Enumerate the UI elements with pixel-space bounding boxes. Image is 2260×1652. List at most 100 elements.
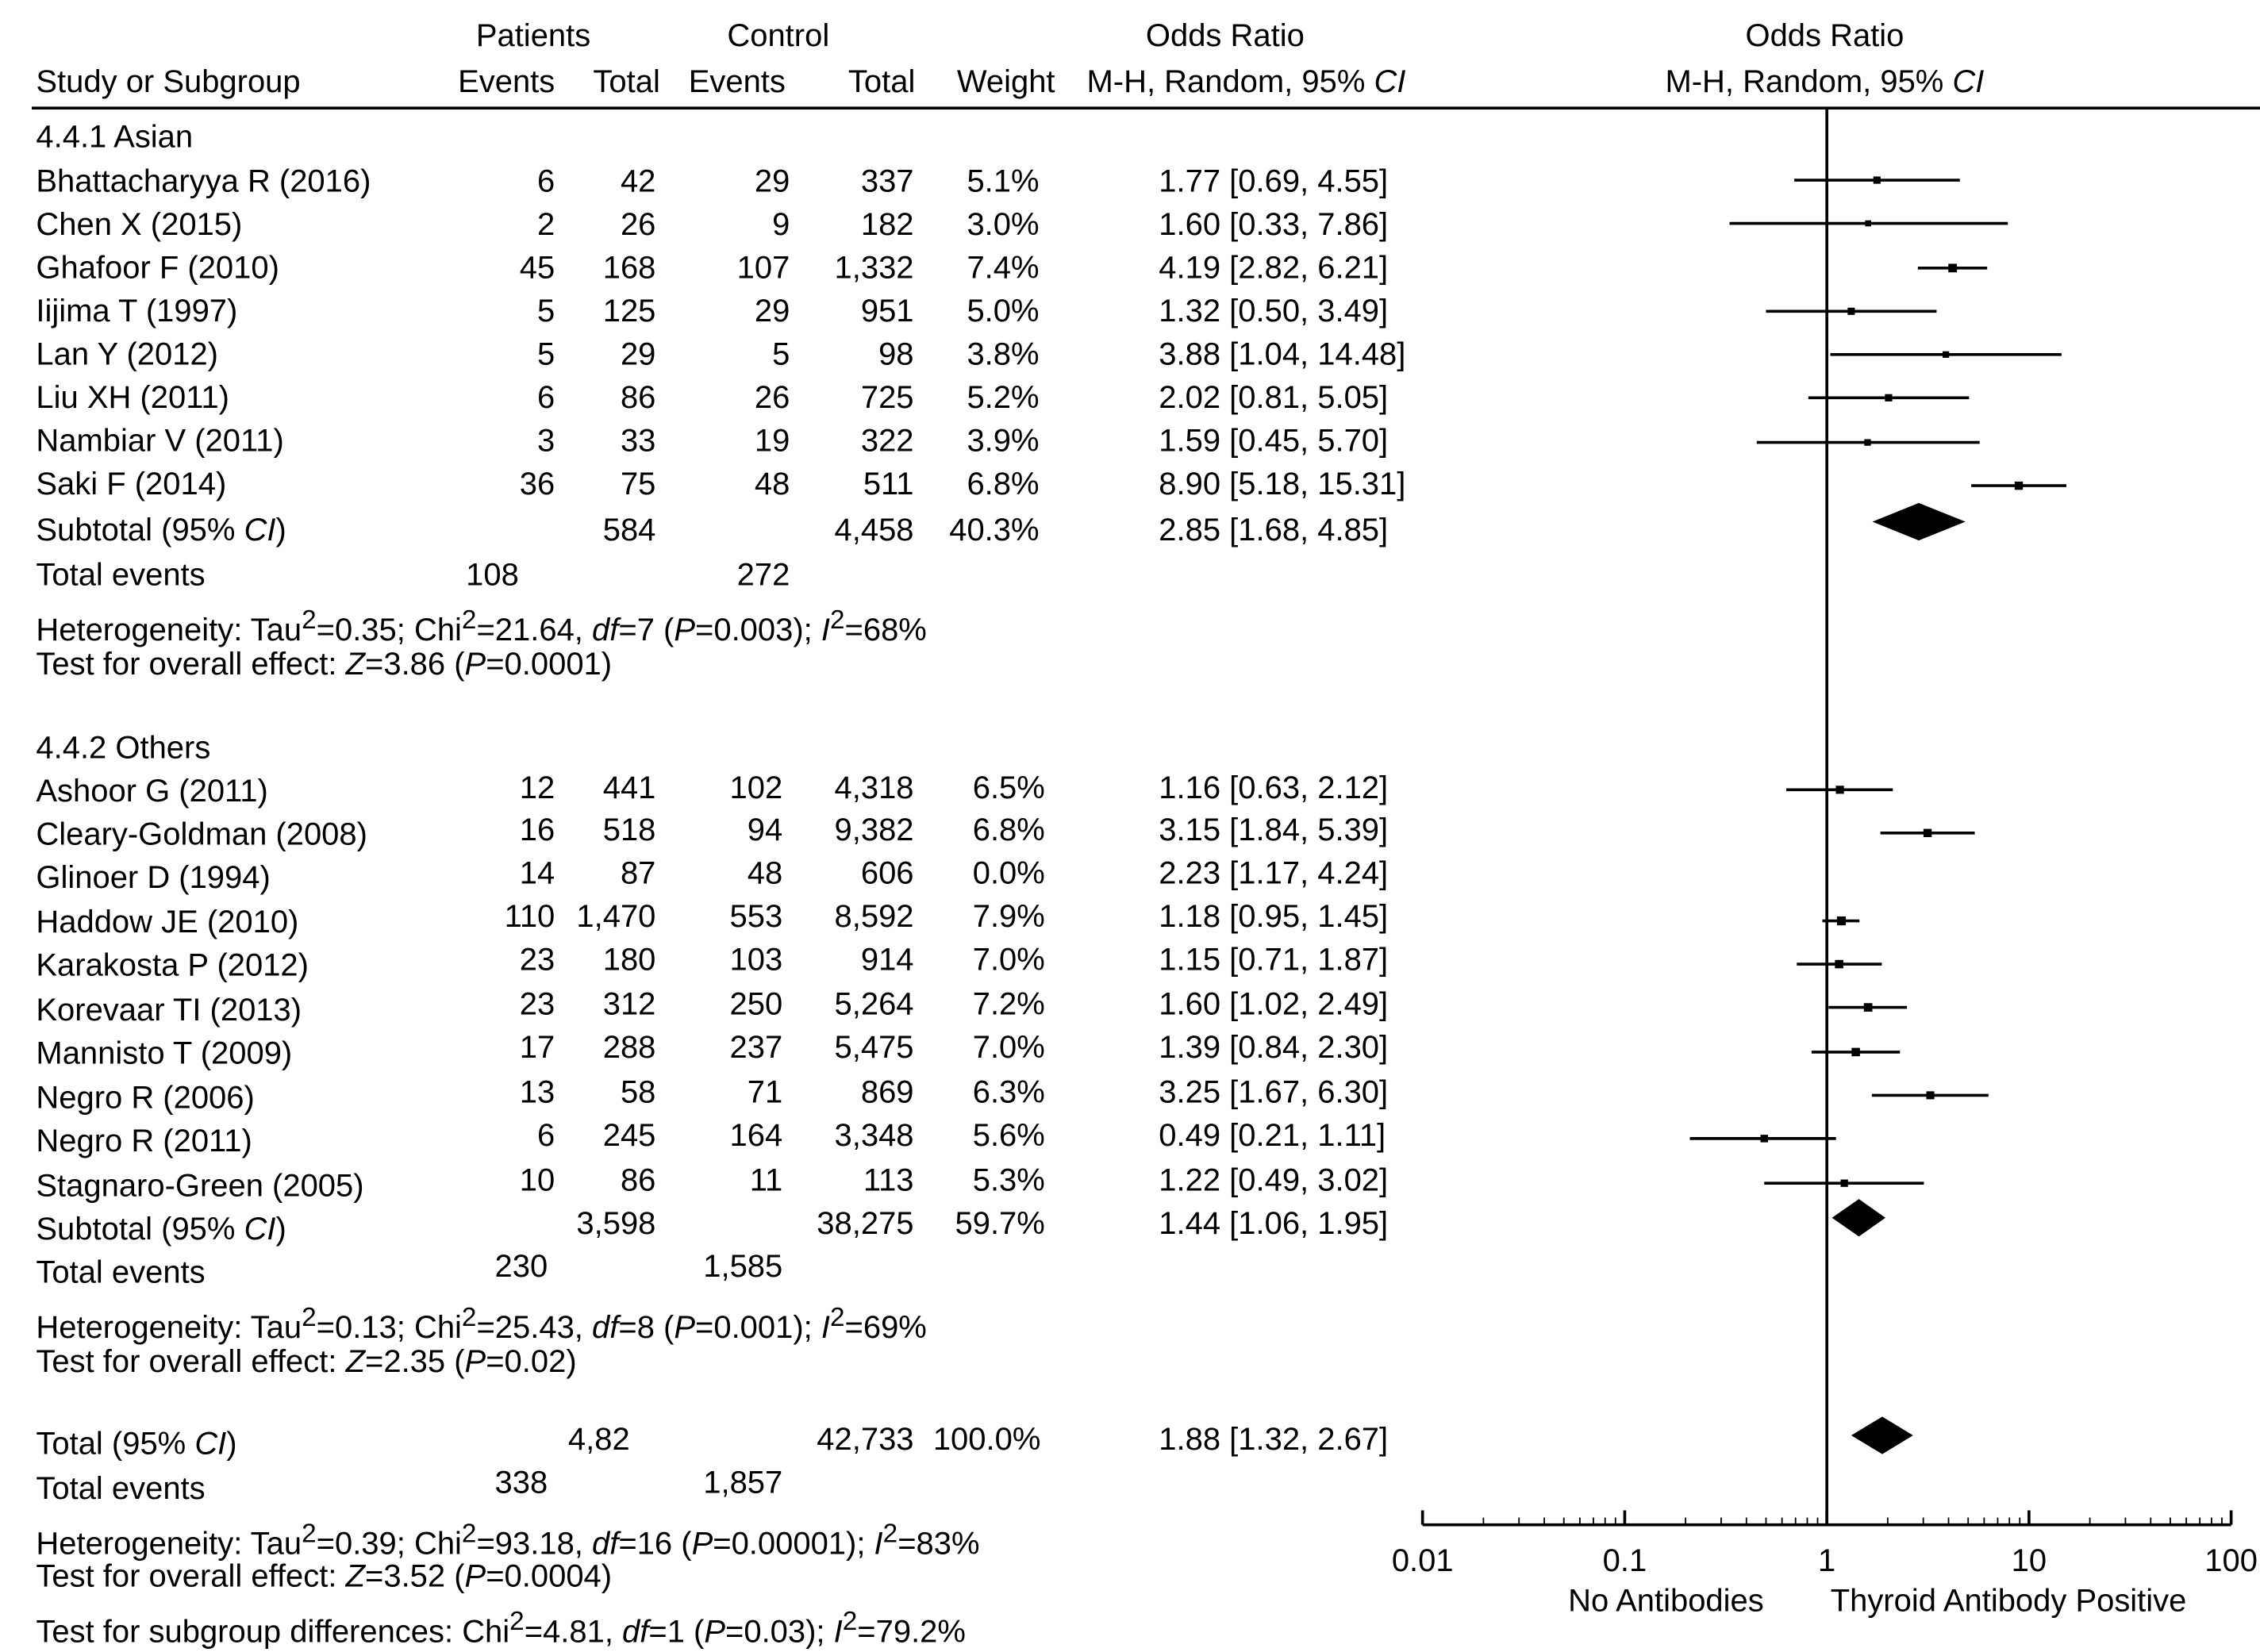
weight: 3.9% bbox=[967, 422, 1040, 459]
overall-events-patients: 338 bbox=[494, 1464, 548, 1500]
patients-events: 6 bbox=[537, 163, 555, 199]
odds-ratio-ci: 1.39 [0.84, 2.30] bbox=[1159, 1028, 1389, 1066]
control-events: 11 bbox=[749, 1161, 783, 1198]
group-label-asian: 4.4.1 Asian bbox=[36, 117, 194, 155]
study-name: Negro R (2006) bbox=[36, 1079, 255, 1116]
control-events: 48 bbox=[747, 855, 783, 891]
patients-events: 12 bbox=[519, 769, 555, 806]
patients-total: 26 bbox=[620, 206, 656, 243]
control-total: 869 bbox=[860, 1074, 914, 1110]
weight: 6.3% bbox=[972, 1074, 1045, 1110]
control-total: 9,382 bbox=[834, 811, 914, 847]
total-events-control: 1,585 bbox=[703, 1247, 783, 1285]
subtotal-weight: 59.7% bbox=[955, 1204, 1045, 1241]
study-point bbox=[1835, 959, 1843, 969]
patients-events: 6 bbox=[537, 1116, 555, 1154]
patients-total: 168 bbox=[602, 249, 656, 286]
control-total: 1,332 bbox=[834, 249, 914, 286]
study-name: Ghafoor F (2010) bbox=[36, 249, 279, 286]
odds-ratio-ci: 0.49 [0.21, 1.11] bbox=[1159, 1116, 1386, 1154]
study-point bbox=[1840, 1179, 1848, 1187]
study-point bbox=[1943, 351, 1950, 358]
study-name: Karakosta P (2012) bbox=[36, 947, 309, 983]
study-point bbox=[1873, 176, 1881, 184]
control-total: 4,318 bbox=[834, 769, 914, 806]
heterogeneity-text: Heterogeneity: Tau2=0.13; Chi2=25.43, df… bbox=[36, 1301, 927, 1346]
weight: 5.0% bbox=[967, 292, 1040, 329]
study-name: Glinoer D (1994) bbox=[36, 859, 271, 895]
weight: 6.8% bbox=[967, 465, 1040, 502]
control-events: 250 bbox=[729, 985, 783, 1022]
study-point bbox=[1760, 1135, 1769, 1143]
patients-events: 23 bbox=[519, 941, 555, 978]
x-axis-tick-label: 0.1 bbox=[1603, 1543, 1647, 1578]
odds-ratio-ci: 3.88 [1.04, 14.48] bbox=[1159, 336, 1406, 372]
study-name: Nambiar V (2011) bbox=[36, 422, 284, 459]
patients-events: 13 bbox=[519, 1074, 555, 1110]
weight: 7.0% bbox=[972, 1028, 1045, 1066]
patients-events: 110 bbox=[504, 897, 555, 934]
total-events-label: Total events bbox=[36, 556, 206, 593]
odds-ratio-ci: 1.15 [0.71, 1.87] bbox=[1159, 941, 1389, 978]
overall-effect-text: Test for overall effect: Z=2.35 (P=0.02) bbox=[36, 1343, 577, 1380]
total-events-patients: 108 bbox=[466, 556, 519, 593]
control-events: 103 bbox=[729, 941, 783, 978]
odds-ratio-ci: 1.77 [0.69, 4.55] bbox=[1159, 163, 1389, 199]
header-control-events: Events bbox=[688, 63, 786, 100]
control-events: 94 bbox=[747, 811, 783, 847]
header-patients: Patients bbox=[475, 17, 591, 54]
weight: 7.0% bbox=[972, 941, 1045, 978]
odds-ratio-ci: 3.25 [1.67, 6.30] bbox=[1159, 1074, 1389, 1110]
total-events-control: 272 bbox=[736, 556, 790, 593]
control-events: 107 bbox=[736, 249, 790, 286]
patients-total: 87 bbox=[620, 855, 656, 891]
study-name: Iijima T (1997) bbox=[36, 292, 238, 329]
subtotal-control-total: 38,275 bbox=[817, 1204, 914, 1241]
patients-total: 86 bbox=[620, 1161, 656, 1198]
study-point bbox=[1923, 828, 1932, 838]
patients-total: 86 bbox=[620, 378, 656, 416]
subgroup-differences-text: Test for subgroup differences: Chi2=4.81… bbox=[36, 1605, 966, 1650]
control-total: 5,475 bbox=[834, 1028, 914, 1066]
patients-total: 42 bbox=[620, 163, 656, 199]
patients-total: 1,470 bbox=[576, 897, 656, 934]
weight: 3.0% bbox=[967, 206, 1040, 243]
patients-events: 5 bbox=[537, 292, 555, 329]
patients-events: 14 bbox=[519, 855, 555, 891]
x-axis-tick-label: 0.01 bbox=[1392, 1543, 1454, 1578]
header-odds-ratio: Odds Ratio bbox=[1145, 17, 1305, 54]
patients-events: 6 bbox=[537, 378, 555, 416]
patients-total: 180 bbox=[602, 941, 656, 978]
study-point bbox=[2014, 481, 2024, 490]
patients-total: 58 bbox=[620, 1074, 656, 1110]
favours-left-label: No Antibodies bbox=[1568, 1582, 1764, 1619]
control-events: 48 bbox=[754, 465, 790, 502]
study-name: Cleary-Goldman (2008) bbox=[36, 816, 367, 852]
control-total: 5,264 bbox=[834, 985, 914, 1022]
study-name: Liu XH (2011) bbox=[36, 378, 229, 416]
overall-events-control: 1,857 bbox=[703, 1464, 783, 1500]
heterogeneity-text: Heterogeneity: Tau2=0.35; Chi2=21.64, df… bbox=[36, 604, 927, 648]
study-name: Ashoor G (2011) bbox=[36, 772, 268, 809]
weight: 6.5% bbox=[972, 769, 1045, 806]
x-axis-tick-label: 10 bbox=[2012, 1543, 2047, 1578]
patients-events: 36 bbox=[519, 465, 555, 502]
subtotal-label: Subtotal (95% CI) bbox=[36, 511, 286, 548]
study-name: Korevaar TI (2013) bbox=[36, 991, 302, 1028]
control-events: 5 bbox=[772, 336, 790, 372]
patients-events: 45 bbox=[519, 249, 555, 286]
patients-total: 125 bbox=[602, 292, 656, 329]
control-total: 113 bbox=[863, 1161, 914, 1198]
overall-patients-total: 4,82 bbox=[567, 1420, 630, 1458]
study-point bbox=[1863, 1003, 1873, 1012]
pooled-estimate-diamond bbox=[1872, 502, 1966, 541]
study-name: Chen X (2015) bbox=[36, 206, 243, 243]
weight: 7.4% bbox=[967, 249, 1040, 286]
control-events: 9 bbox=[772, 206, 790, 243]
weight: 3.8% bbox=[967, 336, 1040, 372]
patients-total: 518 bbox=[602, 811, 656, 847]
weight: 5.3% bbox=[972, 1161, 1045, 1198]
odds-ratio-ci: 1.32 [0.50, 3.49] bbox=[1159, 292, 1389, 329]
weight: 7.2% bbox=[972, 985, 1045, 1022]
odds-ratio-ci: 3.15 [1.84, 5.39] bbox=[1159, 811, 1389, 847]
